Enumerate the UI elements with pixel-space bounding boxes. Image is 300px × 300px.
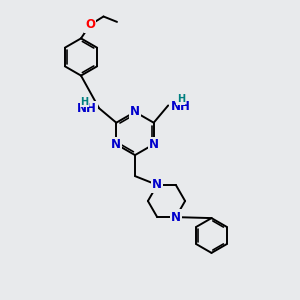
Text: N: N: [152, 178, 162, 191]
Text: N: N: [130, 105, 140, 119]
Text: H: H: [81, 97, 89, 106]
Text: NH: NH: [77, 102, 97, 115]
Text: O: O: [85, 18, 95, 32]
Text: H: H: [177, 94, 185, 104]
Text: N: N: [149, 138, 159, 151]
Text: N: N: [171, 211, 181, 224]
Text: N: N: [111, 138, 121, 151]
Text: NH: NH: [171, 100, 190, 112]
